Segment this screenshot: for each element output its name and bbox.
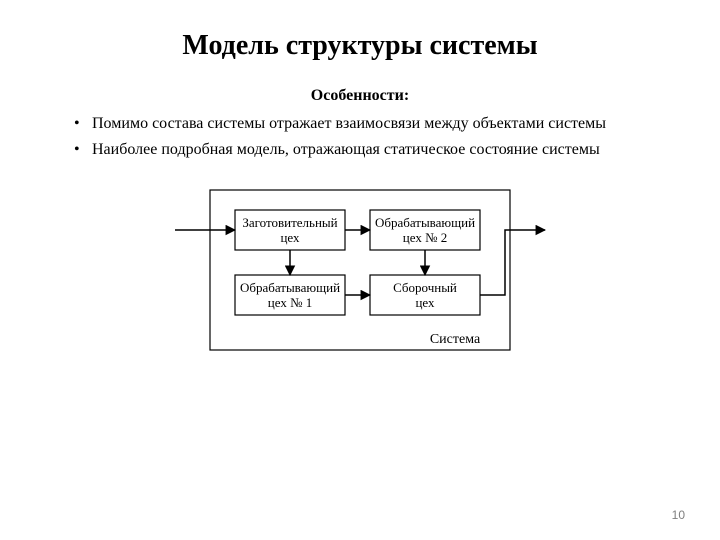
flowchart-svg: ЗаготовительныйцехОбрабатывающийцех № 2О… xyxy=(170,180,550,370)
page-title: Модель структуры системы xyxy=(70,30,650,62)
list-item: Наиболее подробная модель, отражающая ст… xyxy=(70,139,650,161)
svg-text:цех: цех xyxy=(415,295,435,310)
svg-text:Обрабатывающий: Обрабатывающий xyxy=(375,215,475,230)
page-number: 10 xyxy=(672,508,685,522)
bullet-list: Помимо состава системы отражает взаимосв… xyxy=(70,113,650,160)
list-item: Помимо состава системы отражает взаимосв… xyxy=(70,113,650,135)
svg-text:Обрабатывающий: Обрабатывающий xyxy=(240,280,340,295)
svg-text:цех № 2: цех № 2 xyxy=(403,230,447,245)
svg-text:Система: Система xyxy=(430,332,481,347)
svg-text:цех № 1: цех № 1 xyxy=(268,295,312,310)
svg-text:Сборочный: Сборочный xyxy=(393,280,457,295)
system-diagram: ЗаготовительныйцехОбрабатывающийцех № 2О… xyxy=(170,180,550,370)
svg-text:Заготовительный: Заготовительный xyxy=(242,215,337,230)
svg-text:цех: цех xyxy=(280,230,300,245)
subtitle: Особенности: xyxy=(70,87,650,105)
